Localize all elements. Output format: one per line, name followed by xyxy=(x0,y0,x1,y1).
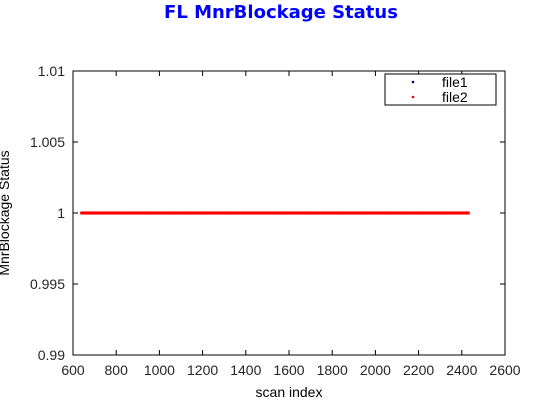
legend-box xyxy=(385,74,496,105)
x-tick-label: 1600 xyxy=(273,362,304,378)
x-tick-label: 1800 xyxy=(317,362,348,378)
y-axis-label: MnrBlockage Status xyxy=(0,150,12,275)
y-tick-label: 1.01 xyxy=(38,63,65,79)
x-tick-label: 2200 xyxy=(403,362,434,378)
x-tick-label: 1400 xyxy=(230,362,261,378)
x-tick-label: 1000 xyxy=(144,362,175,378)
y-tick-label: 0.99 xyxy=(38,347,65,363)
x-tick-label: 600 xyxy=(61,362,85,378)
legend-marker xyxy=(412,81,415,84)
x-tick-label: 2000 xyxy=(360,362,391,378)
x-tick-label: 1200 xyxy=(187,362,218,378)
series-file2 xyxy=(80,211,470,214)
x-tick-label: 800 xyxy=(105,362,129,378)
y-tick-label: 1 xyxy=(57,205,65,221)
chart-title: FL MnrBlockage Status xyxy=(164,2,398,23)
data-point xyxy=(467,211,470,214)
y-tick-label: 1.005 xyxy=(30,134,65,150)
x-axis-label: scan index xyxy=(256,384,323,400)
y-tick-label: 0.995 xyxy=(30,276,65,292)
x-tick-label: 2600 xyxy=(489,362,520,378)
series-layer xyxy=(80,211,470,214)
legend-label: file2 xyxy=(442,89,468,105)
x-tick-label: 2400 xyxy=(446,362,477,378)
legend-marker xyxy=(412,96,415,99)
legend-label: file1 xyxy=(442,74,468,90)
